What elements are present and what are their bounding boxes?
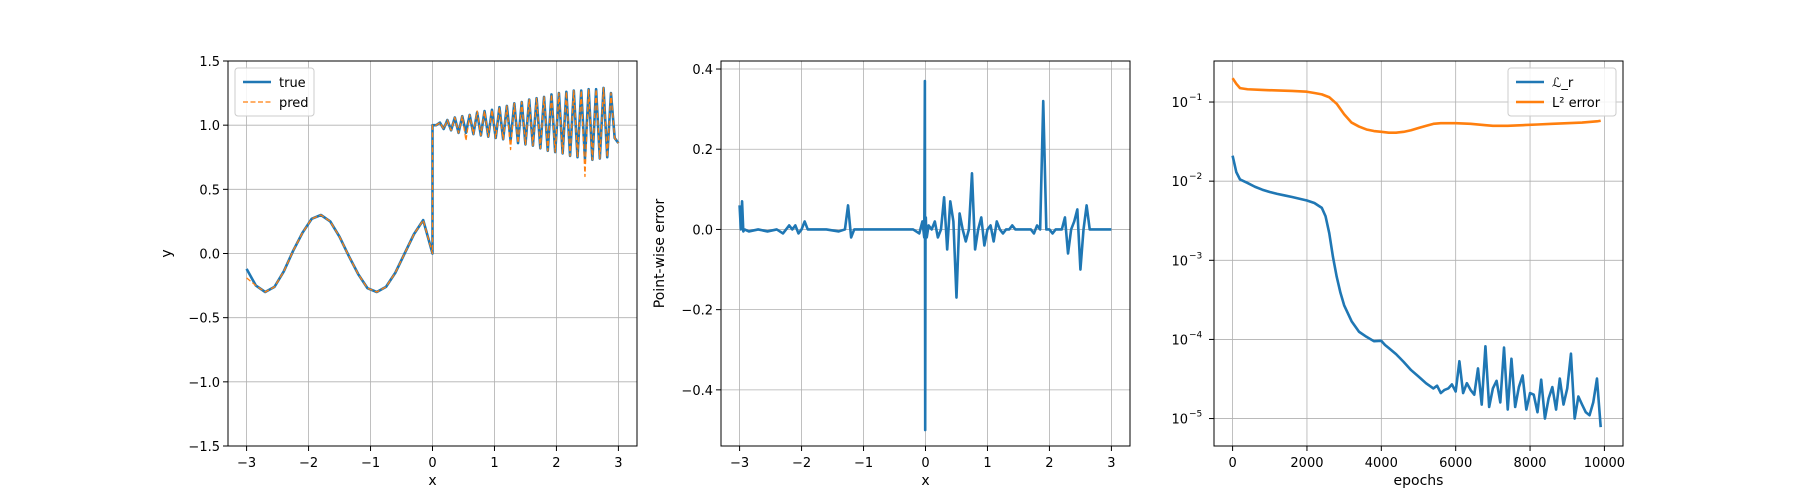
x-tick-label: −2 [299,456,318,471]
x-tick-label: −1 [854,456,873,471]
x-tick-label: 8000 [1513,456,1546,471]
x-tick-label: 0 [1228,456,1236,471]
x-tick-label: 2 [1045,456,1053,471]
y-tick-label: −0.5 [188,312,220,327]
series-line-1 [246,87,619,293]
subplot-prediction: −3 −2 −1 0 1 2 3 −1.5 −1.0 −0.5 0.0 0.5 1.0 1.5 x y true… [159,55,638,489]
y-tick-label: 0.0 [199,248,220,263]
series-line-0 [1231,155,1602,428]
legend-label-1: pred [279,96,309,111]
y-tick-exponent: −3 [1189,251,1202,261]
x-tick-label: −3 [237,456,256,471]
y-tick-label: 10 [1171,175,1188,190]
x-axis-label: epochs [1394,473,1444,489]
y-tick-label: 10 [1171,96,1188,111]
legend-label-1: L² error [1552,96,1601,111]
legend-label-0: true [279,76,306,91]
y-tick-label: 1.5 [199,55,220,70]
x-tick-label: 4000 [1365,456,1398,471]
x-tick-label: 2000 [1290,456,1323,471]
y-tick-label: 0.5 [199,183,220,198]
y-tick-label: −1.0 [188,376,220,391]
y-tick-exponent: −5 [1189,410,1202,420]
y-tick-label: 10 [1171,254,1188,269]
y-tick-label: 0.4 [692,63,713,78]
y-tick-label: 0.0 [692,223,713,238]
y-tick-exponent: −4 [1189,330,1203,340]
series-line-1 [1231,77,1601,134]
x-tick-label: 10000 [1584,456,1625,471]
legend: true pred [234,67,315,117]
y-tick-label: −0.4 [681,384,713,399]
x-tick-label: 1 [490,456,498,471]
y-tick-label: −1.5 [188,440,220,455]
x-tick-label: 2 [552,456,560,471]
legend-label-0: ℒ_r [1552,76,1574,91]
x-axis-label: x [921,473,929,489]
x-tick-label: 6000 [1439,456,1472,471]
x-tick-label: −1 [361,456,380,471]
x-tick-label: 0 [921,456,929,471]
x-tick-label: −3 [730,456,749,471]
x-tick-label: 0 [428,456,436,471]
x-tick-label: 3 [614,456,622,471]
x-tick-label: 1 [983,456,991,471]
y-tick-label: 10 [1171,333,1188,348]
series-line-0 [738,79,1112,432]
x-tick-label: −2 [792,456,811,471]
y-tick-exponent: −2 [1189,172,1202,182]
axes-frame [1213,60,1624,447]
y-axis-label: y [159,249,175,257]
subplot-loss-curves: 0 2000 4000 6000 8000 1000010−510−410−310−210… [1171,60,1625,489]
x-axis-label: x [428,473,436,489]
y-tick-label: −0.2 [681,304,713,319]
y-tick-exponent: −1 [1189,93,1202,103]
y-axis-label: Point-wise error [652,199,668,309]
subplot-pointwise-error: −3 −2 −1 0 1 2 3 −0.4 −0.2 0.0 0.2 0.4 x Point-wise e… [652,60,1131,489]
legend-box [1507,67,1617,117]
legend-box [234,67,315,117]
y-tick-label: 10 [1171,413,1188,428]
y-tick-label: 1.0 [199,119,220,134]
y-tick-label: 0.2 [692,143,713,158]
legend: ℒ_r L² error [1507,67,1617,117]
x-tick-label: 3 [1107,456,1115,471]
